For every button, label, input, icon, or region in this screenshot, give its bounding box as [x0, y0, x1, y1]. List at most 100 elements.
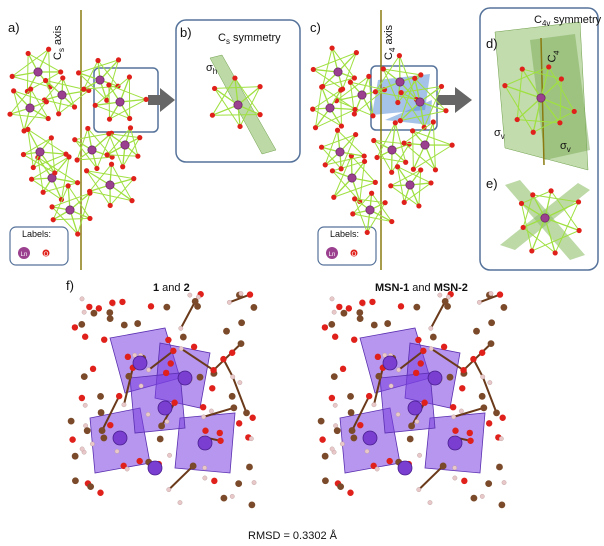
- bond: [31, 178, 62, 200]
- oxygen-atom: [318, 144, 325, 150]
- legend-left-title: Labels:: [22, 229, 52, 239]
- oxygen-atom: [440, 343, 448, 351]
- bond: [179, 300, 197, 329]
- bond: [315, 86, 323, 128]
- hydrogen-atom: [81, 309, 87, 315]
- oxygen-atom: [401, 140, 407, 146]
- bond: [324, 130, 338, 166]
- oxygen-atom: [557, 120, 563, 126]
- oxygen-atom: [397, 118, 403, 124]
- carbon-atom: [337, 483, 345, 491]
- oxygen-atom: [530, 192, 536, 198]
- carbon-atom: [429, 333, 437, 341]
- carbon-atom: [330, 373, 338, 381]
- oxygen-atom: [331, 333, 339, 340]
- oxygen-atom: [449, 142, 455, 148]
- oxygen-atom: [351, 111, 357, 117]
- oxygen-atom: [364, 229, 370, 236]
- bond: [78, 72, 108, 101]
- hydrogen-atom: [501, 480, 507, 485]
- oxygen-atom: [43, 99, 49, 105]
- ln-atom: [395, 77, 405, 87]
- oxygen-atom: [331, 194, 337, 200]
- oxygen-atom: [202, 427, 209, 434]
- bond: [313, 69, 343, 90]
- bond: [76, 128, 89, 161]
- bond: [544, 217, 556, 254]
- oxygen-atom: [412, 75, 418, 81]
- oxygen-atom: [514, 116, 520, 123]
- bond: [331, 47, 355, 79]
- bond: [168, 465, 194, 491]
- bond: [371, 192, 393, 222]
- hydrogen-atom: [166, 487, 172, 493]
- carbon-atom: [97, 392, 104, 400]
- oxygen-atom: [120, 164, 126, 170]
- bond: [62, 77, 75, 108]
- bond: [13, 90, 47, 103]
- oxygen-atom: [210, 366, 217, 374]
- oxygen-atom: [127, 115, 133, 122]
- oxygen-atom: [466, 429, 473, 437]
- hydrogen-atom: [202, 475, 208, 481]
- bond: [94, 76, 130, 106]
- bond: [78, 59, 119, 74]
- oxygen-atom: [45, 115, 51, 122]
- bond: [376, 156, 406, 163]
- carbon-atom: [441, 297, 449, 305]
- oxygen-atom: [75, 231, 81, 237]
- hydrogen-atom: [452, 465, 458, 471]
- carbon-atom: [106, 315, 114, 323]
- oxygen-atom: [232, 75, 238, 81]
- oxygen-atom: [418, 72, 424, 78]
- oxygen-atom: [361, 153, 367, 159]
- oxygen-atom: [25, 126, 31, 133]
- bond: [180, 347, 215, 372]
- oxygen-atom: [389, 218, 395, 225]
- bond: [372, 367, 384, 405]
- bond: [517, 119, 560, 124]
- carbon-atom: [333, 427, 341, 435]
- oxygen-atom: [530, 129, 536, 135]
- oxygen-atom: [85, 125, 91, 132]
- oxygen-atom: [430, 119, 436, 125]
- oxygen-atom: [310, 66, 316, 73]
- ln-atom: [112, 430, 128, 446]
- legend-right-title: Labels:: [330, 229, 360, 239]
- ln-atom: [387, 145, 397, 155]
- hydrogen-atom: [428, 325, 434, 331]
- carbon-atom: [156, 435, 164, 443]
- bond: [99, 59, 120, 81]
- bond: [108, 133, 140, 139]
- oxygen-atom: [319, 436, 326, 443]
- bond: [107, 154, 138, 157]
- oxygen-atom: [410, 166, 416, 172]
- sigma-h-label: σh: [206, 62, 218, 77]
- carbon-atom: [384, 320, 392, 327]
- bond: [351, 395, 371, 432]
- bond: [521, 202, 546, 219]
- carbon-atom: [487, 340, 495, 348]
- f-right-header: MSN-1 and MSN-2: [375, 282, 468, 294]
- oxygen-atom: [322, 162, 328, 168]
- carbon-atom: [485, 480, 493, 488]
- carbon-atom: [375, 372, 383, 380]
- carbon-atom: [248, 501, 256, 509]
- bond: [50, 137, 56, 173]
- oxygen-atom: [92, 102, 98, 108]
- bond: [390, 169, 421, 187]
- sigma-h-plane: [209, 54, 277, 155]
- carbon-atom: [488, 319, 496, 327]
- oxygen-atom: [353, 131, 359, 138]
- hydrogen-atom: [332, 402, 338, 408]
- hydrogen-atom: [396, 367, 402, 373]
- bond: [391, 143, 410, 173]
- oxygen-atom: [415, 336, 422, 344]
- carbon-atom: [250, 304, 258, 311]
- hydrogen-atom: [414, 419, 420, 424]
- oxygen-atom: [520, 224, 526, 231]
- oxygen-atom: [56, 111, 62, 117]
- bond: [521, 190, 552, 204]
- carbon-atom: [498, 501, 506, 509]
- ln-atom: [35, 147, 45, 157]
